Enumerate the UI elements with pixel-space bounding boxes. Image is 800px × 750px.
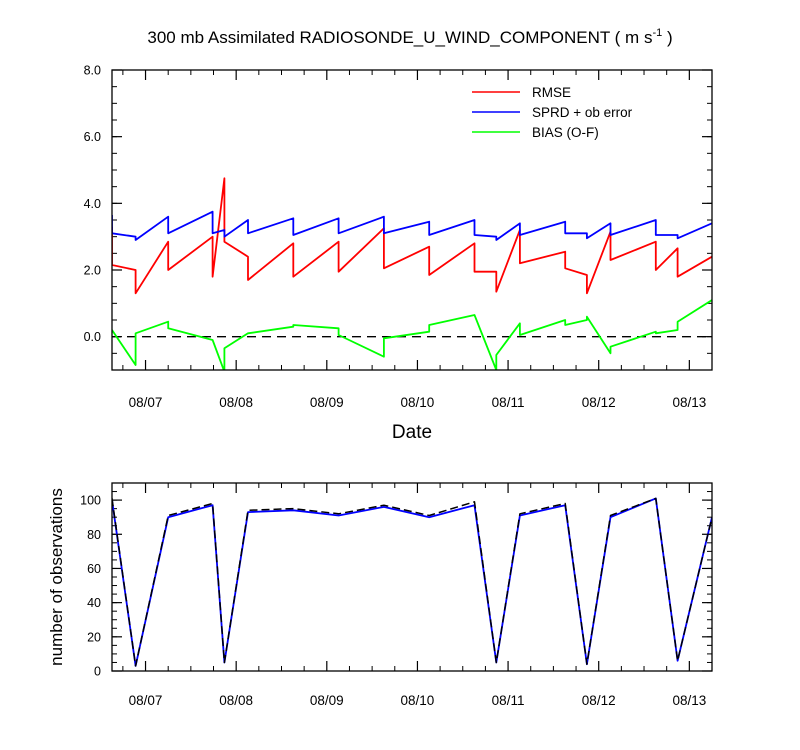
x-tick-label: 08/07 [129, 693, 163, 708]
title-end: ) [662, 28, 672, 47]
legend-label-sprd: SPRD + ob error [532, 105, 633, 120]
y-tick-label: 2.0 [84, 264, 101, 278]
legend-label-bias: BIAS (O-F) [532, 125, 599, 140]
series-line-assimilated [112, 497, 712, 667]
y-tick-label: 0 [94, 665, 101, 679]
bottom-x-ticks: 08/07 08/08 08/09 08/10 08/11 08/12 08/13 [122, 483, 713, 708]
top-panel: 0.0 2.0 4.0 6.0 8.0 08/07 08/08 08/09 08/10 08/1… [84, 64, 713, 443]
y-tick-label: 20 [87, 630, 101, 644]
title-superscript: -1 [652, 27, 662, 39]
y-tick-label: 60 [87, 562, 101, 576]
bottom-y-axis-label: number of observations [47, 488, 66, 666]
y-tick-label: 100 [80, 494, 101, 508]
y-tick-label: 4.0 [84, 197, 101, 211]
y-tick-label: 0.0 [84, 330, 101, 344]
series-line-total [112, 497, 712, 667]
x-tick-label: 08/12 [582, 395, 616, 410]
x-tick-label: 08/10 [401, 693, 435, 708]
legend: RMSE SPRD + ob error BIAS (O-F) [472, 85, 633, 140]
bottom-y-ticks: 0 20 40 60 80 100 [80, 482, 712, 679]
x-tick-label: 08/13 [672, 693, 706, 708]
x-tick-label: 08/11 [492, 395, 525, 410]
series-line-bias-o-f [112, 299, 712, 370]
y-tick-label: 8.0 [84, 64, 101, 78]
x-tick-label: 08/13 [672, 395, 706, 410]
x-tick-label: 08/07 [129, 395, 163, 410]
x-tick-label: 08/10 [401, 395, 435, 410]
top-series-group [112, 177, 712, 370]
bottom-series-group [112, 497, 712, 667]
x-tick-label: 08/09 [310, 693, 344, 708]
top-x-axis-label: Date [392, 422, 432, 443]
x-tick-label: 08/08 [219, 693, 253, 708]
series-line-sprd-ob-error [112, 210, 712, 241]
y-tick-label: 80 [87, 528, 101, 542]
x-tick-label: 08/12 [582, 693, 616, 708]
chart-title: 300 mb Assimilated RADIOSONDE_U_WIND_COM… [147, 27, 672, 47]
bottom-plot-frame [111, 482, 713, 672]
y-tick-label: 6.0 [84, 130, 101, 144]
title-main: 300 mb Assimilated RADIOSONDE_U_WIND_COM… [147, 28, 652, 47]
x-tick-label: 08/09 [310, 395, 344, 410]
y-tick-label: 40 [87, 596, 101, 610]
top-x-ticks: 08/07 08/08 08/09 08/10 08/11 08/12 08/13 [122, 70, 713, 410]
x-tick-label: 08/08 [219, 395, 253, 410]
top-plot-frame [111, 69, 713, 371]
x-tick-label: 08/11 [492, 693, 525, 708]
legend-label-rmse: RMSE [532, 85, 571, 100]
series-line-rmse [112, 177, 712, 295]
